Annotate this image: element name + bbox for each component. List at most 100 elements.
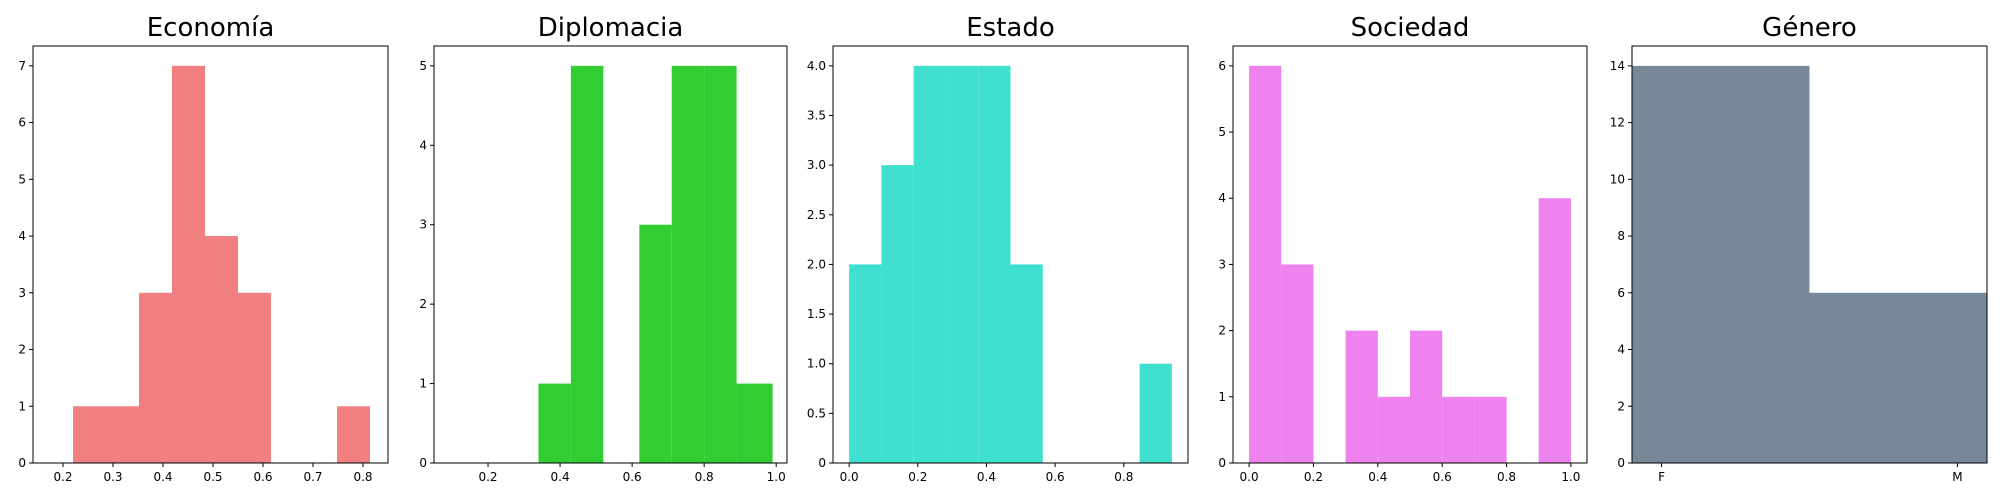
- y-tick-label: 5: [18, 172, 26, 186]
- x-tick-label: M: [1952, 470, 1962, 484]
- histogram-bar: [106, 406, 139, 463]
- x-tick-label: 0.0: [840, 470, 859, 484]
- histogram-bar: [881, 165, 914, 463]
- chart-title: Diplomacia: [538, 13, 684, 43]
- y-tick-label: 4: [18, 229, 26, 243]
- chart-panel: 0.2 0.4 0.6 0.8 1.0 0 1 2 3 4 5 Diplomacia: [419, 13, 788, 484]
- x-tick-label: 0.6: [623, 470, 642, 484]
- x-tick-label: 0.4: [153, 470, 172, 484]
- x-tick-label: 1.0: [767, 470, 786, 484]
- chart-panel: 0.2 0.3 0.4 0.5 0.6 0.7 0.8 0 1 2 3 4 5 6 7 Economía: [18, 13, 389, 484]
- axes-frame: [1232, 45, 1588, 464]
- y-tick-label: 3.5: [807, 109, 826, 123]
- histogram-bar: [945, 65, 979, 463]
- y-tick-label: 0: [818, 456, 826, 470]
- y-tick-label: 14: [1610, 59, 1625, 73]
- chart-title: Género: [1762, 13, 1857, 43]
- y-tick-label: 1.5: [807, 307, 826, 321]
- y-tick-label: 3: [1218, 257, 1226, 271]
- axes-frame: [433, 45, 788, 464]
- y-tick-label: 2: [18, 343, 26, 357]
- y-tick-label: 2: [1218, 324, 1226, 338]
- histogram-bar: [671, 65, 705, 463]
- histogram-bar: [1010, 264, 1043, 463]
- y-tick-label: 1: [419, 377, 427, 391]
- y-tick-label: 12: [1610, 116, 1625, 130]
- x-tick-label: 0.4: [1368, 470, 1387, 484]
- x-tick-label: 0.8: [695, 470, 714, 484]
- y-tick-label: 6: [1617, 286, 1625, 300]
- histogram-bar: [172, 65, 205, 463]
- x-tick-label: 0.6: [253, 470, 272, 484]
- y-tick-label: 3: [18, 286, 26, 300]
- x-tick-label: 0.8: [1114, 470, 1133, 484]
- histogram-bar: [1345, 330, 1378, 463]
- histogram-bar: [337, 406, 370, 463]
- y-tick-label: 5: [1218, 125, 1226, 139]
- histogram-bar: [1377, 396, 1410, 463]
- x-tick-label: 0.4: [551, 470, 570, 484]
- y-tick-label: 6: [1218, 59, 1226, 73]
- x-tick-label: 0.7: [303, 470, 322, 484]
- chart-panel: 0.0 0.2 0.4 0.6 0.8 1.0 0 1 2 3 4 5 6 Sociedad: [1218, 13, 1588, 484]
- chart-title: Economía: [147, 13, 275, 43]
- histogram-bar: [1442, 396, 1475, 463]
- histogram-bar: [570, 65, 604, 463]
- y-tick-label: 2.0: [807, 257, 826, 271]
- x-tick-label: 0.2: [1304, 470, 1323, 484]
- histogram-bar: [205, 236, 238, 463]
- histogram-bar: [1538, 198, 1571, 463]
- y-tick-label: 6: [18, 116, 26, 130]
- histogram-bar: [538, 383, 571, 463]
- x-tick-label: 0.2: [908, 470, 927, 484]
- x-tick-label: F: [1658, 470, 1665, 484]
- histogram-bar: [639, 224, 672, 463]
- y-tick-label: 4.0: [807, 59, 826, 73]
- y-tick-label: 4: [419, 138, 427, 152]
- histogram-bar: [1474, 396, 1507, 463]
- x-tick-label: 0.6: [1433, 470, 1452, 484]
- x-tick-label: 0.6: [1046, 470, 1065, 484]
- x-tick-label: 0.3: [103, 470, 122, 484]
- y-tick-label: 1: [1218, 390, 1226, 404]
- y-tick-label: 2: [419, 297, 427, 311]
- y-tick-label: 4: [1617, 343, 1625, 357]
- x-tick-label: 0.8: [1497, 470, 1516, 484]
- histogram-bar: [73, 406, 106, 463]
- x-tick-label: 0.5: [203, 470, 222, 484]
- y-tick-label: 0.5: [807, 406, 826, 420]
- histogram-bar: [1632, 65, 1810, 463]
- histogram-bar: [913, 65, 946, 463]
- histogram-bar: [704, 65, 737, 463]
- histogram-bar: [1139, 363, 1172, 463]
- y-tick-label: 0: [1617, 456, 1625, 470]
- axes-frame: [832, 45, 1189, 464]
- y-tick-label: 8: [1617, 229, 1625, 243]
- y-tick-label: 10: [1610, 172, 1625, 186]
- x-tick-label: 0.8: [353, 470, 372, 484]
- axes-frame: [32, 45, 389, 464]
- y-tick-label: 7: [18, 59, 26, 73]
- histogram-bar: [1410, 330, 1443, 463]
- axes-frame: [1631, 45, 1988, 464]
- chart-title: Estado: [966, 13, 1055, 43]
- histogram-bar: [1809, 292, 1987, 463]
- x-tick-label: 0.0: [1240, 470, 1259, 484]
- y-tick-label: 2.5: [807, 208, 826, 222]
- chart-title: Sociedad: [1351, 13, 1470, 43]
- x-tick-label: 0.4: [977, 470, 996, 484]
- y-tick-label: 2: [1617, 399, 1625, 413]
- y-tick-label: 0: [1218, 456, 1226, 470]
- x-tick-label: 0.2: [53, 470, 72, 484]
- y-tick-label: 0: [419, 456, 427, 470]
- y-tick-label: 4: [1218, 191, 1226, 205]
- histogram-bar: [1249, 65, 1282, 463]
- y-tick-label: 0: [18, 456, 26, 470]
- histogram-bar: [736, 383, 773, 463]
- y-tick-label: 3.0: [807, 158, 826, 172]
- chart-panel: F M 0 2 4 6 8 10 12 14 Género: [1610, 13, 1988, 484]
- x-tick-label: 0.2: [478, 470, 497, 484]
- y-tick-label: 5: [419, 59, 427, 73]
- histogram-bar: [849, 264, 882, 463]
